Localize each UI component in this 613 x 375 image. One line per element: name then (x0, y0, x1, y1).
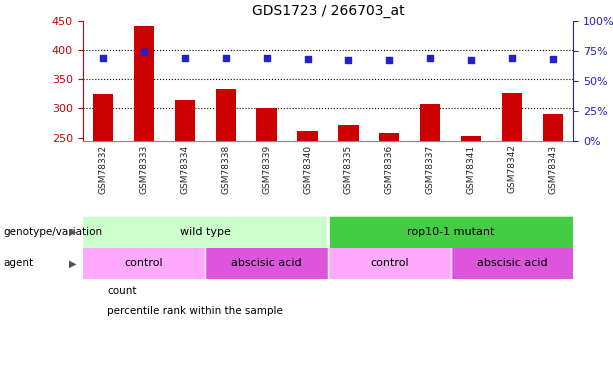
Text: GSM78342: GSM78342 (508, 144, 516, 194)
Point (548, 56, 558, 62)
Bar (175, 100, 195, 141)
Bar (256, 108, 277, 141)
Point (221, 55, 230, 61)
Text: ▶: ▶ (69, 258, 77, 268)
Text: percentile rank within the sample: percentile rank within the sample (107, 306, 283, 316)
Point (425, 55, 435, 61)
Bar (461, 136, 481, 141)
Bar (93, 94, 113, 141)
Text: GSM78338: GSM78338 (221, 144, 230, 194)
Text: GSM78343: GSM78343 (548, 144, 557, 194)
Point (180, 55, 190, 61)
Text: GSM78340: GSM78340 (303, 144, 312, 194)
Bar (297, 130, 318, 141)
Text: agent: agent (3, 258, 33, 268)
Title: GDS1723 / 266703_at: GDS1723 / 266703_at (252, 4, 404, 18)
Bar (83, 248, 205, 279)
Bar (134, 27, 154, 141)
Text: GSM78332: GSM78332 (99, 144, 108, 194)
Text: GSM78333: GSM78333 (140, 144, 148, 194)
Bar (328, 216, 573, 248)
Point (98, 55, 108, 61)
Bar (543, 114, 563, 141)
Text: GSM78341: GSM78341 (466, 144, 476, 194)
Text: GSM78335: GSM78335 (344, 144, 353, 194)
Text: genotype/variation: genotype/variation (3, 226, 102, 237)
Text: rop10-1 mutant: rop10-1 mutant (407, 226, 494, 237)
Text: control: control (124, 258, 164, 268)
Bar (216, 89, 236, 141)
Point (384, 57, 394, 63)
Bar (328, 248, 451, 279)
Bar (83, 216, 328, 248)
Text: GSM78339: GSM78339 (262, 144, 271, 194)
Bar (379, 133, 400, 141)
Text: GSM78337: GSM78337 (425, 144, 435, 194)
Point (303, 56, 313, 62)
Text: GSM78334: GSM78334 (180, 144, 189, 194)
Bar (451, 248, 573, 279)
Text: abscisic acid: abscisic acid (231, 258, 302, 268)
Point (262, 55, 272, 61)
Text: ▶: ▶ (69, 226, 77, 237)
Bar (338, 125, 359, 141)
Bar (205, 248, 328, 279)
Text: wild type: wild type (180, 226, 230, 237)
Text: abscisic acid: abscisic acid (476, 258, 547, 268)
Point (466, 57, 476, 63)
Text: control: control (370, 258, 409, 268)
Bar (501, 93, 522, 141)
Bar (420, 104, 440, 141)
Point (507, 55, 517, 61)
Text: GSM78336: GSM78336 (385, 144, 394, 194)
Text: count: count (107, 286, 137, 296)
Point (139, 49, 149, 55)
Point (343, 57, 353, 63)
